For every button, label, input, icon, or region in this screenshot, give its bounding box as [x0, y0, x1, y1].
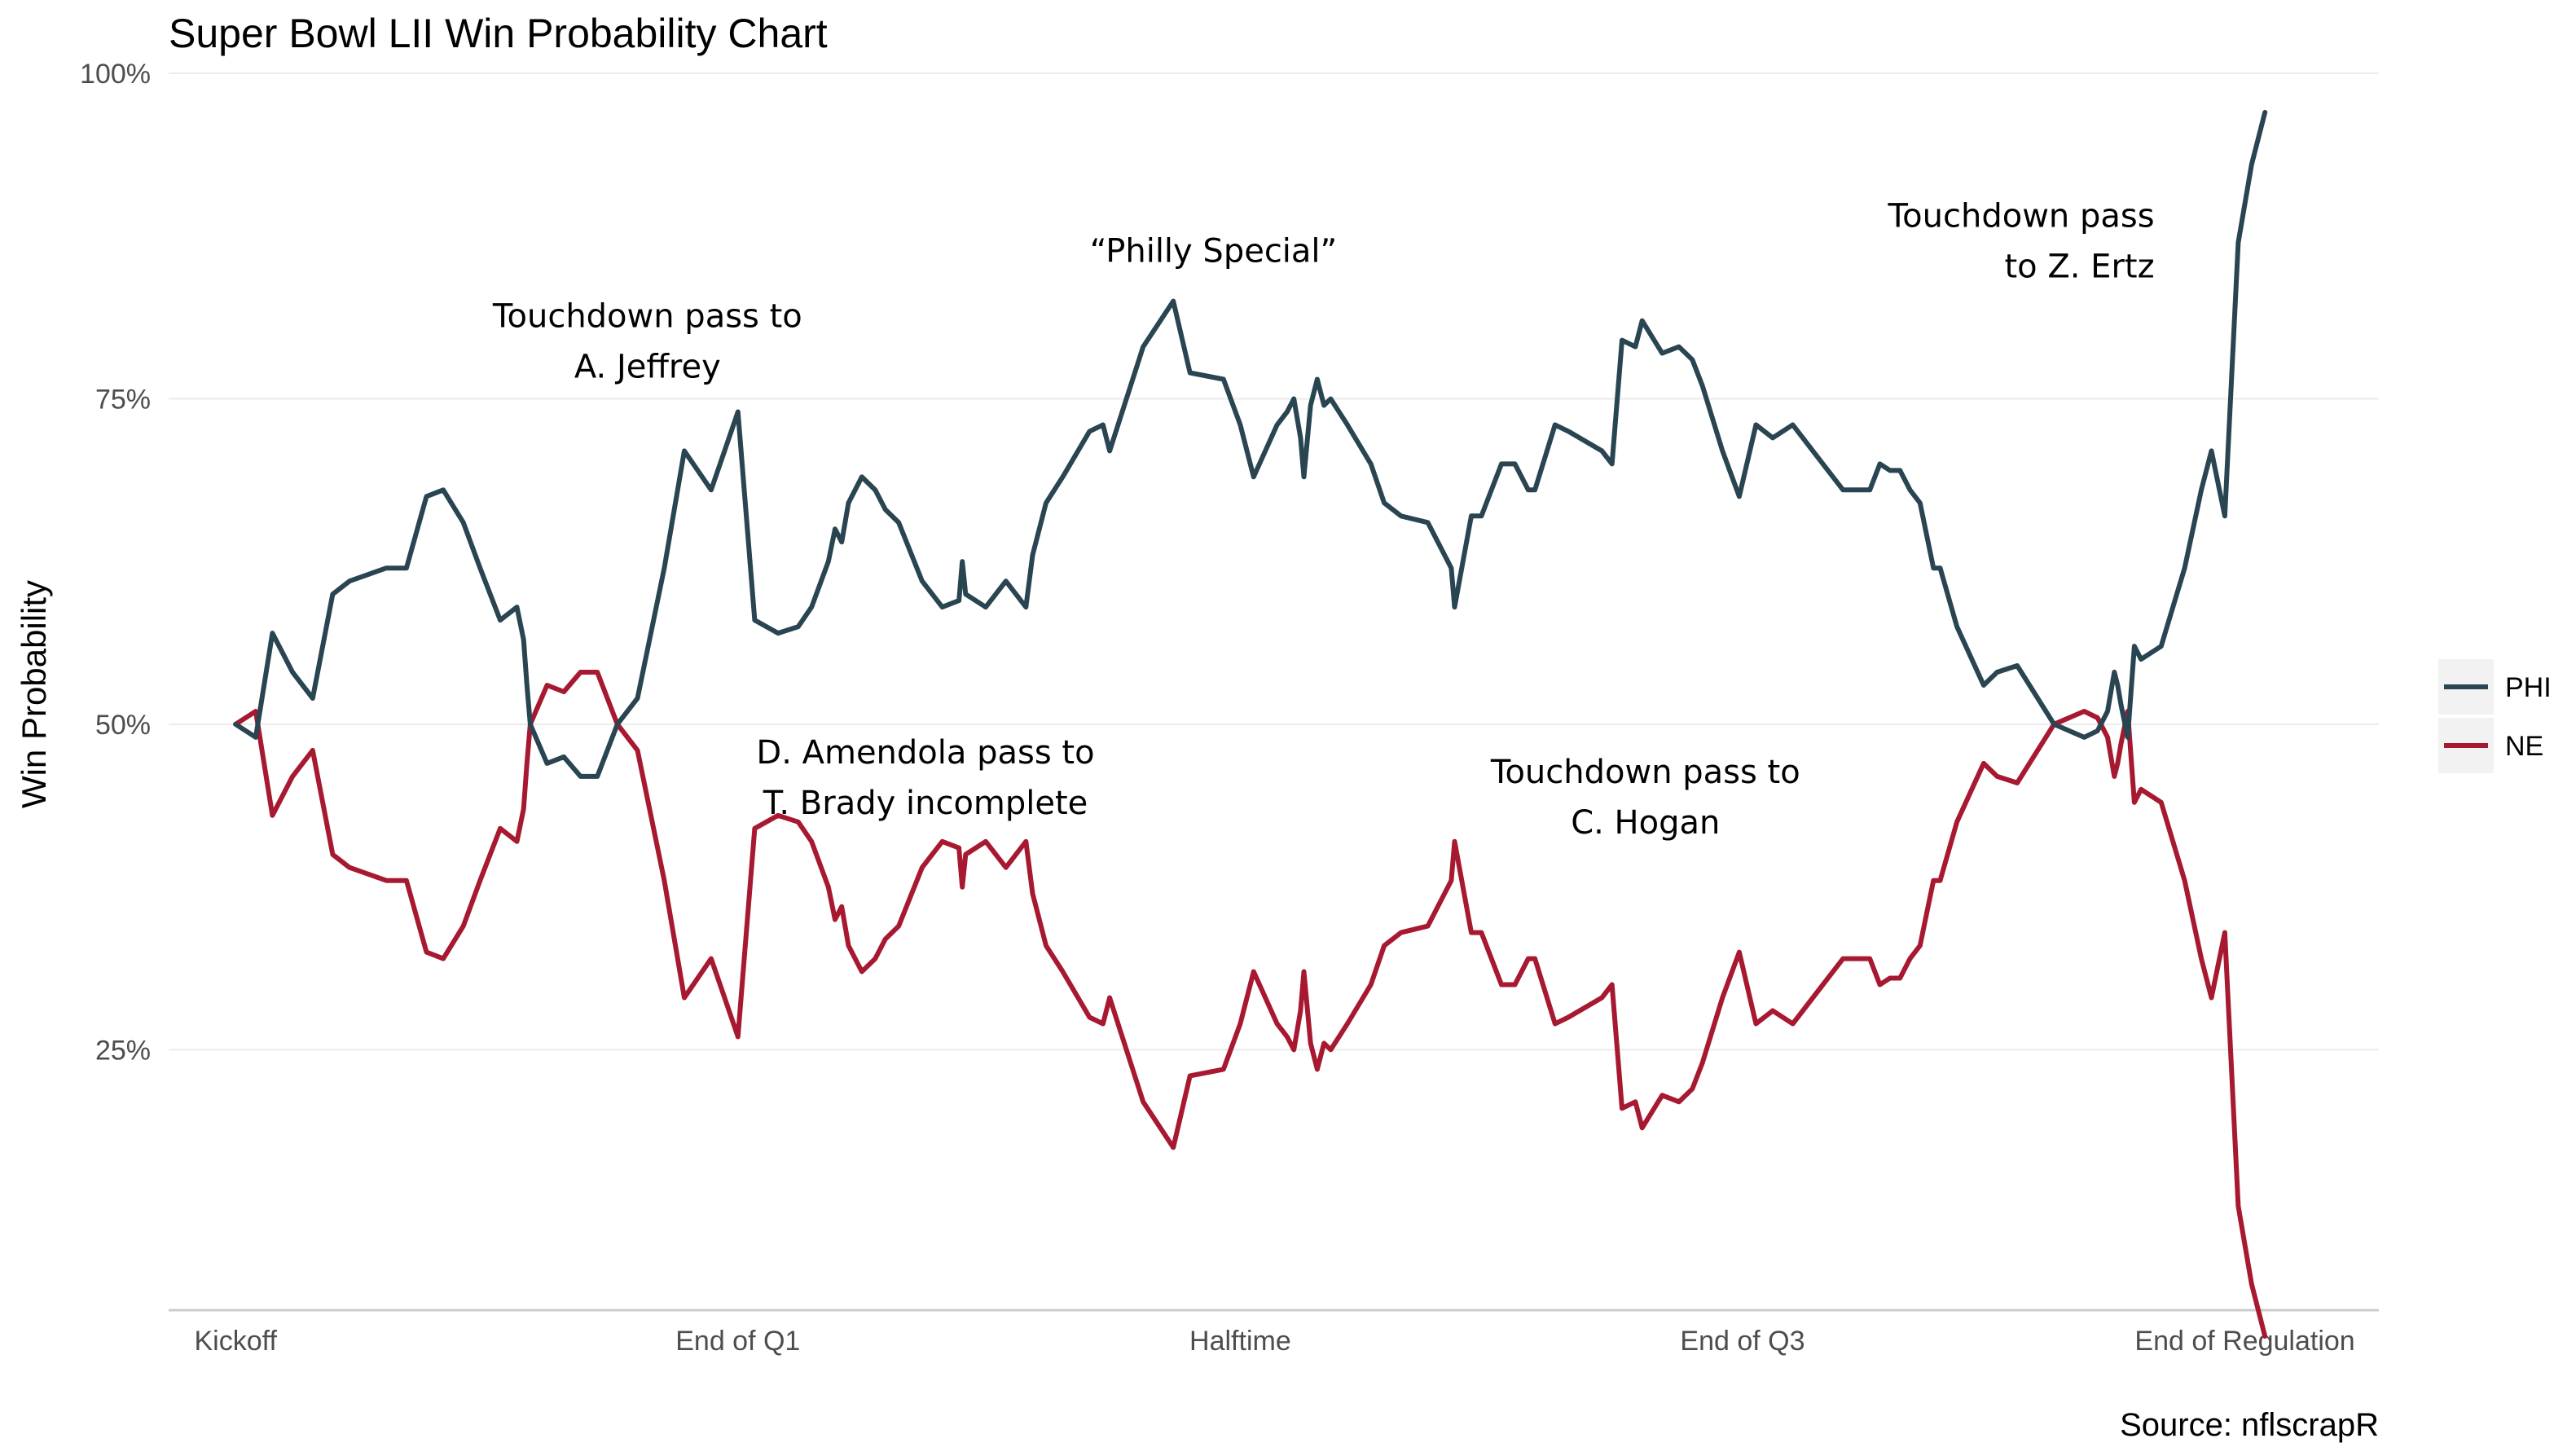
annotation-text: Touchdown pass to — [1490, 754, 1800, 791]
y-tick-label: 100% — [80, 59, 151, 90]
x-tick-label: Halftime — [1189, 1326, 1291, 1357]
annotation-text: D. Amendola pass to — [756, 734, 1094, 772]
series-line-phi — [233, 109, 2268, 779]
annotation-text: “Philly Special” — [1090, 233, 1338, 271]
legend-label: NE — [2505, 731, 2543, 762]
source-caption: Source: nflscrapR — [2120, 1407, 2379, 1443]
chart-title: Super Bowl LII Win Probability Chart — [169, 11, 828, 56]
annotation-text: Touchdown pass to — [492, 298, 802, 336]
x-tick-label: End of Regulation — [2134, 1326, 2354, 1357]
x-tick-label: End of Q1 — [675, 1326, 800, 1357]
series-line-ne — [233, 670, 2268, 1339]
y-tick-label: 50% — [95, 710, 151, 741]
annotation-text: to Z. Ertz — [2004, 249, 2154, 286]
annotation-text: A. Jeffrey — [574, 349, 721, 386]
y-tick-label: 25% — [95, 1035, 151, 1066]
annotation-text: C. Hogan — [1571, 804, 1720, 842]
y-axis-label: Win Probability — [15, 580, 53, 808]
annotations: Touchdown pass to A. Jeffrey “Philly Speci… — [492, 198, 2155, 842]
x-tick-label: Kickoff — [195, 1326, 278, 1357]
legend: PHI NE — [2438, 659, 2552, 773]
y-tick-label: 75% — [95, 384, 151, 415]
gridlines — [169, 73, 2379, 1051]
x-axis-ticks: Kickoff End of Q1 Halftime End of Q3 End of … — [195, 1326, 2355, 1357]
y-axis-ticks: 25% 50% 75% 100% — [80, 59, 151, 1066]
annotation-text: Touchdown pass — [1888, 198, 2155, 235]
series-lines — [233, 109, 2268, 1339]
annotation-text: T. Brady incomplete — [763, 785, 1088, 822]
x-tick-label: End of Q3 — [1680, 1326, 1805, 1357]
legend-label: PHI — [2505, 672, 2552, 703]
